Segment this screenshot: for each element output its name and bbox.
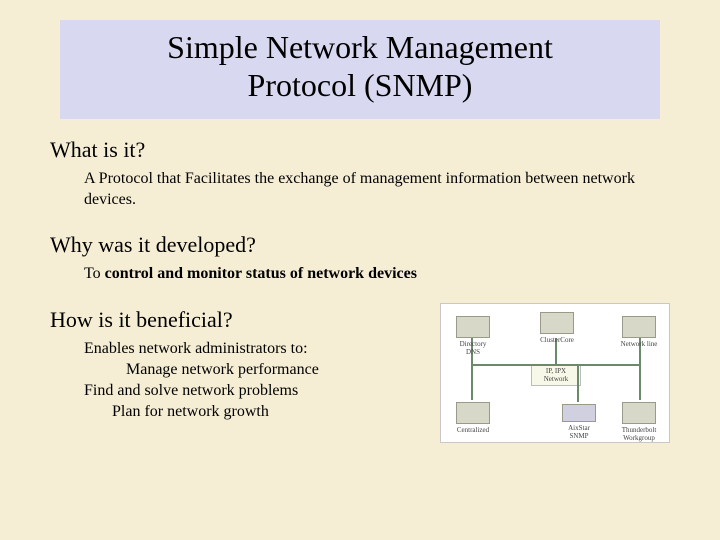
- diagram-node: Directory DNS: [453, 316, 493, 356]
- answer-1: A Protocol that Facilitates the exchange…: [84, 169, 644, 211]
- network-diagram: IP, IPX Network Directory DNS ClusterCore…: [440, 303, 670, 443]
- device-icon: [456, 402, 490, 424]
- diagram-wire: [577, 364, 579, 402]
- device-icon: [540, 312, 574, 334]
- diagram-wire: [471, 364, 473, 400]
- answer-3-line-1: Enables network administrators to:: [84, 339, 430, 360]
- device-icon: [622, 316, 656, 338]
- question-2: Why was it developed?: [50, 232, 670, 258]
- diagram-node: AixStar SNMP: [559, 404, 599, 440]
- question-1: What is it?: [50, 137, 670, 163]
- device-icon: [456, 316, 490, 338]
- answer-2-bold: control and monitor status of network de…: [105, 265, 417, 282]
- diagram-node-label: ClusterCore: [537, 336, 577, 344]
- bottom-left: How is it beneficial? Enables network ad…: [50, 307, 430, 444]
- answer-3-line-3: Find and solve network problems: [84, 381, 430, 402]
- answer-2-pre: To: [84, 265, 105, 282]
- diagram-node-label: Directory DNS: [453, 340, 493, 356]
- diagram-node: Thunderbolt Workgroup: [619, 402, 659, 442]
- diagram-node: Network line: [619, 316, 659, 348]
- diagram-node: ClusterCore: [537, 312, 577, 344]
- slide-title: Simple Network Management Protocol (SNMP…: [70, 28, 650, 105]
- title-box: Simple Network Management Protocol (SNMP…: [60, 20, 660, 119]
- bottom-row: How is it beneficial? Enables network ad…: [50, 307, 670, 444]
- device-icon: [622, 402, 656, 424]
- diagram-node-label: Network line: [619, 340, 659, 348]
- answer-2: To control and monitor status of network…: [84, 264, 644, 285]
- diagram-wire: [471, 364, 641, 366]
- answer-3-line-2: Manage network performance: [126, 360, 430, 381]
- diagram-node-label: Centralized: [453, 426, 493, 434]
- diagram-node: Centralized: [453, 402, 493, 434]
- diagram-center-label: IP, IPX Network: [531, 364, 581, 386]
- device-icon: [562, 404, 596, 422]
- diagram-wire: [639, 364, 641, 400]
- answer-3-line-4: Plan for network growth: [112, 402, 430, 423]
- diagram-node-label: Thunderbolt Workgroup: [619, 426, 659, 442]
- title-line-1: Simple Network Management: [167, 29, 553, 65]
- title-line-2: Protocol (SNMP): [248, 67, 473, 103]
- slide: Simple Network Management Protocol (SNMP…: [0, 0, 720, 464]
- answer-3: Enables network administrators to: Manag…: [84, 339, 430, 422]
- diagram-node-label: AixStar SNMP: [559, 424, 599, 440]
- question-3: How is it beneficial?: [50, 307, 430, 333]
